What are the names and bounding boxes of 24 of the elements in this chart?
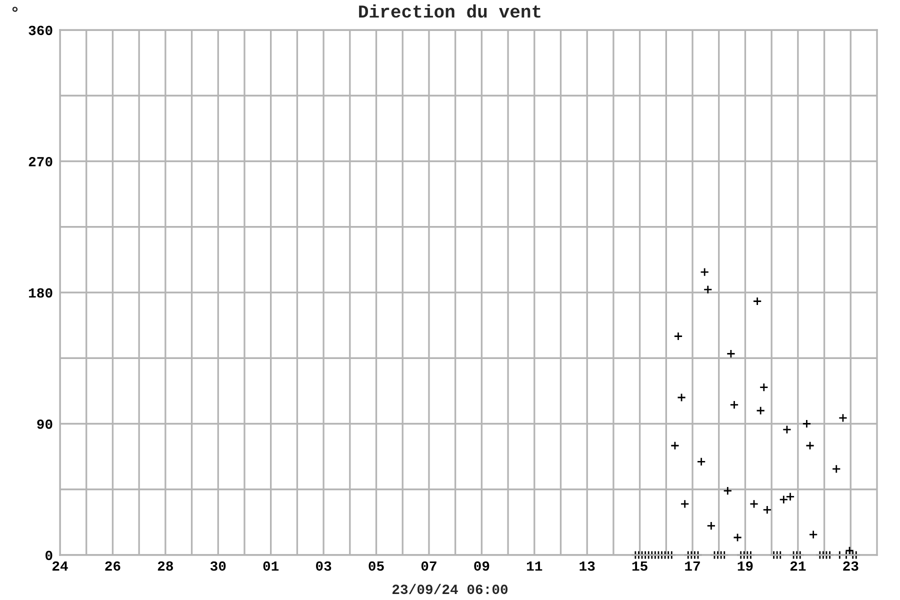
x-tick-label: 24 <box>52 561 68 571</box>
y-tick-label: 180 <box>28 288 52 298</box>
y-tick-label: 90 <box>37 419 52 429</box>
x-tick-label: 09 <box>474 561 490 571</box>
chart-title: Direction du vent <box>359 4 540 18</box>
y-axis-title: ° <box>12 6 18 12</box>
x-tick-label: 15 <box>632 561 648 571</box>
x-tick-label: 01 <box>263 561 279 571</box>
x-tick-label: 11 <box>526 561 542 571</box>
x-tick-label: 07 <box>421 561 436 571</box>
x-tick-label: 17 <box>685 561 700 571</box>
x-tick-label: 13 <box>580 561 595 571</box>
x-tick-label: 05 <box>368 561 384 571</box>
x-tick-label: 28 <box>158 561 174 571</box>
x-tick-label: 23 <box>843 561 858 571</box>
x-tick-label: 26 <box>105 561 120 571</box>
x-tick-label: 21 <box>790 561 806 571</box>
x-axis-title: 23/09/24 06:00 <box>392 584 508 594</box>
x-tick-label: 03 <box>316 561 332 571</box>
y-tick-label: 360 <box>28 26 52 36</box>
x-tick-label: 30 <box>210 561 226 571</box>
y-tick-label: 270 <box>28 156 52 166</box>
x-tick-label: 19 <box>738 561 753 571</box>
y-tick-label: 0 <box>46 550 52 560</box>
